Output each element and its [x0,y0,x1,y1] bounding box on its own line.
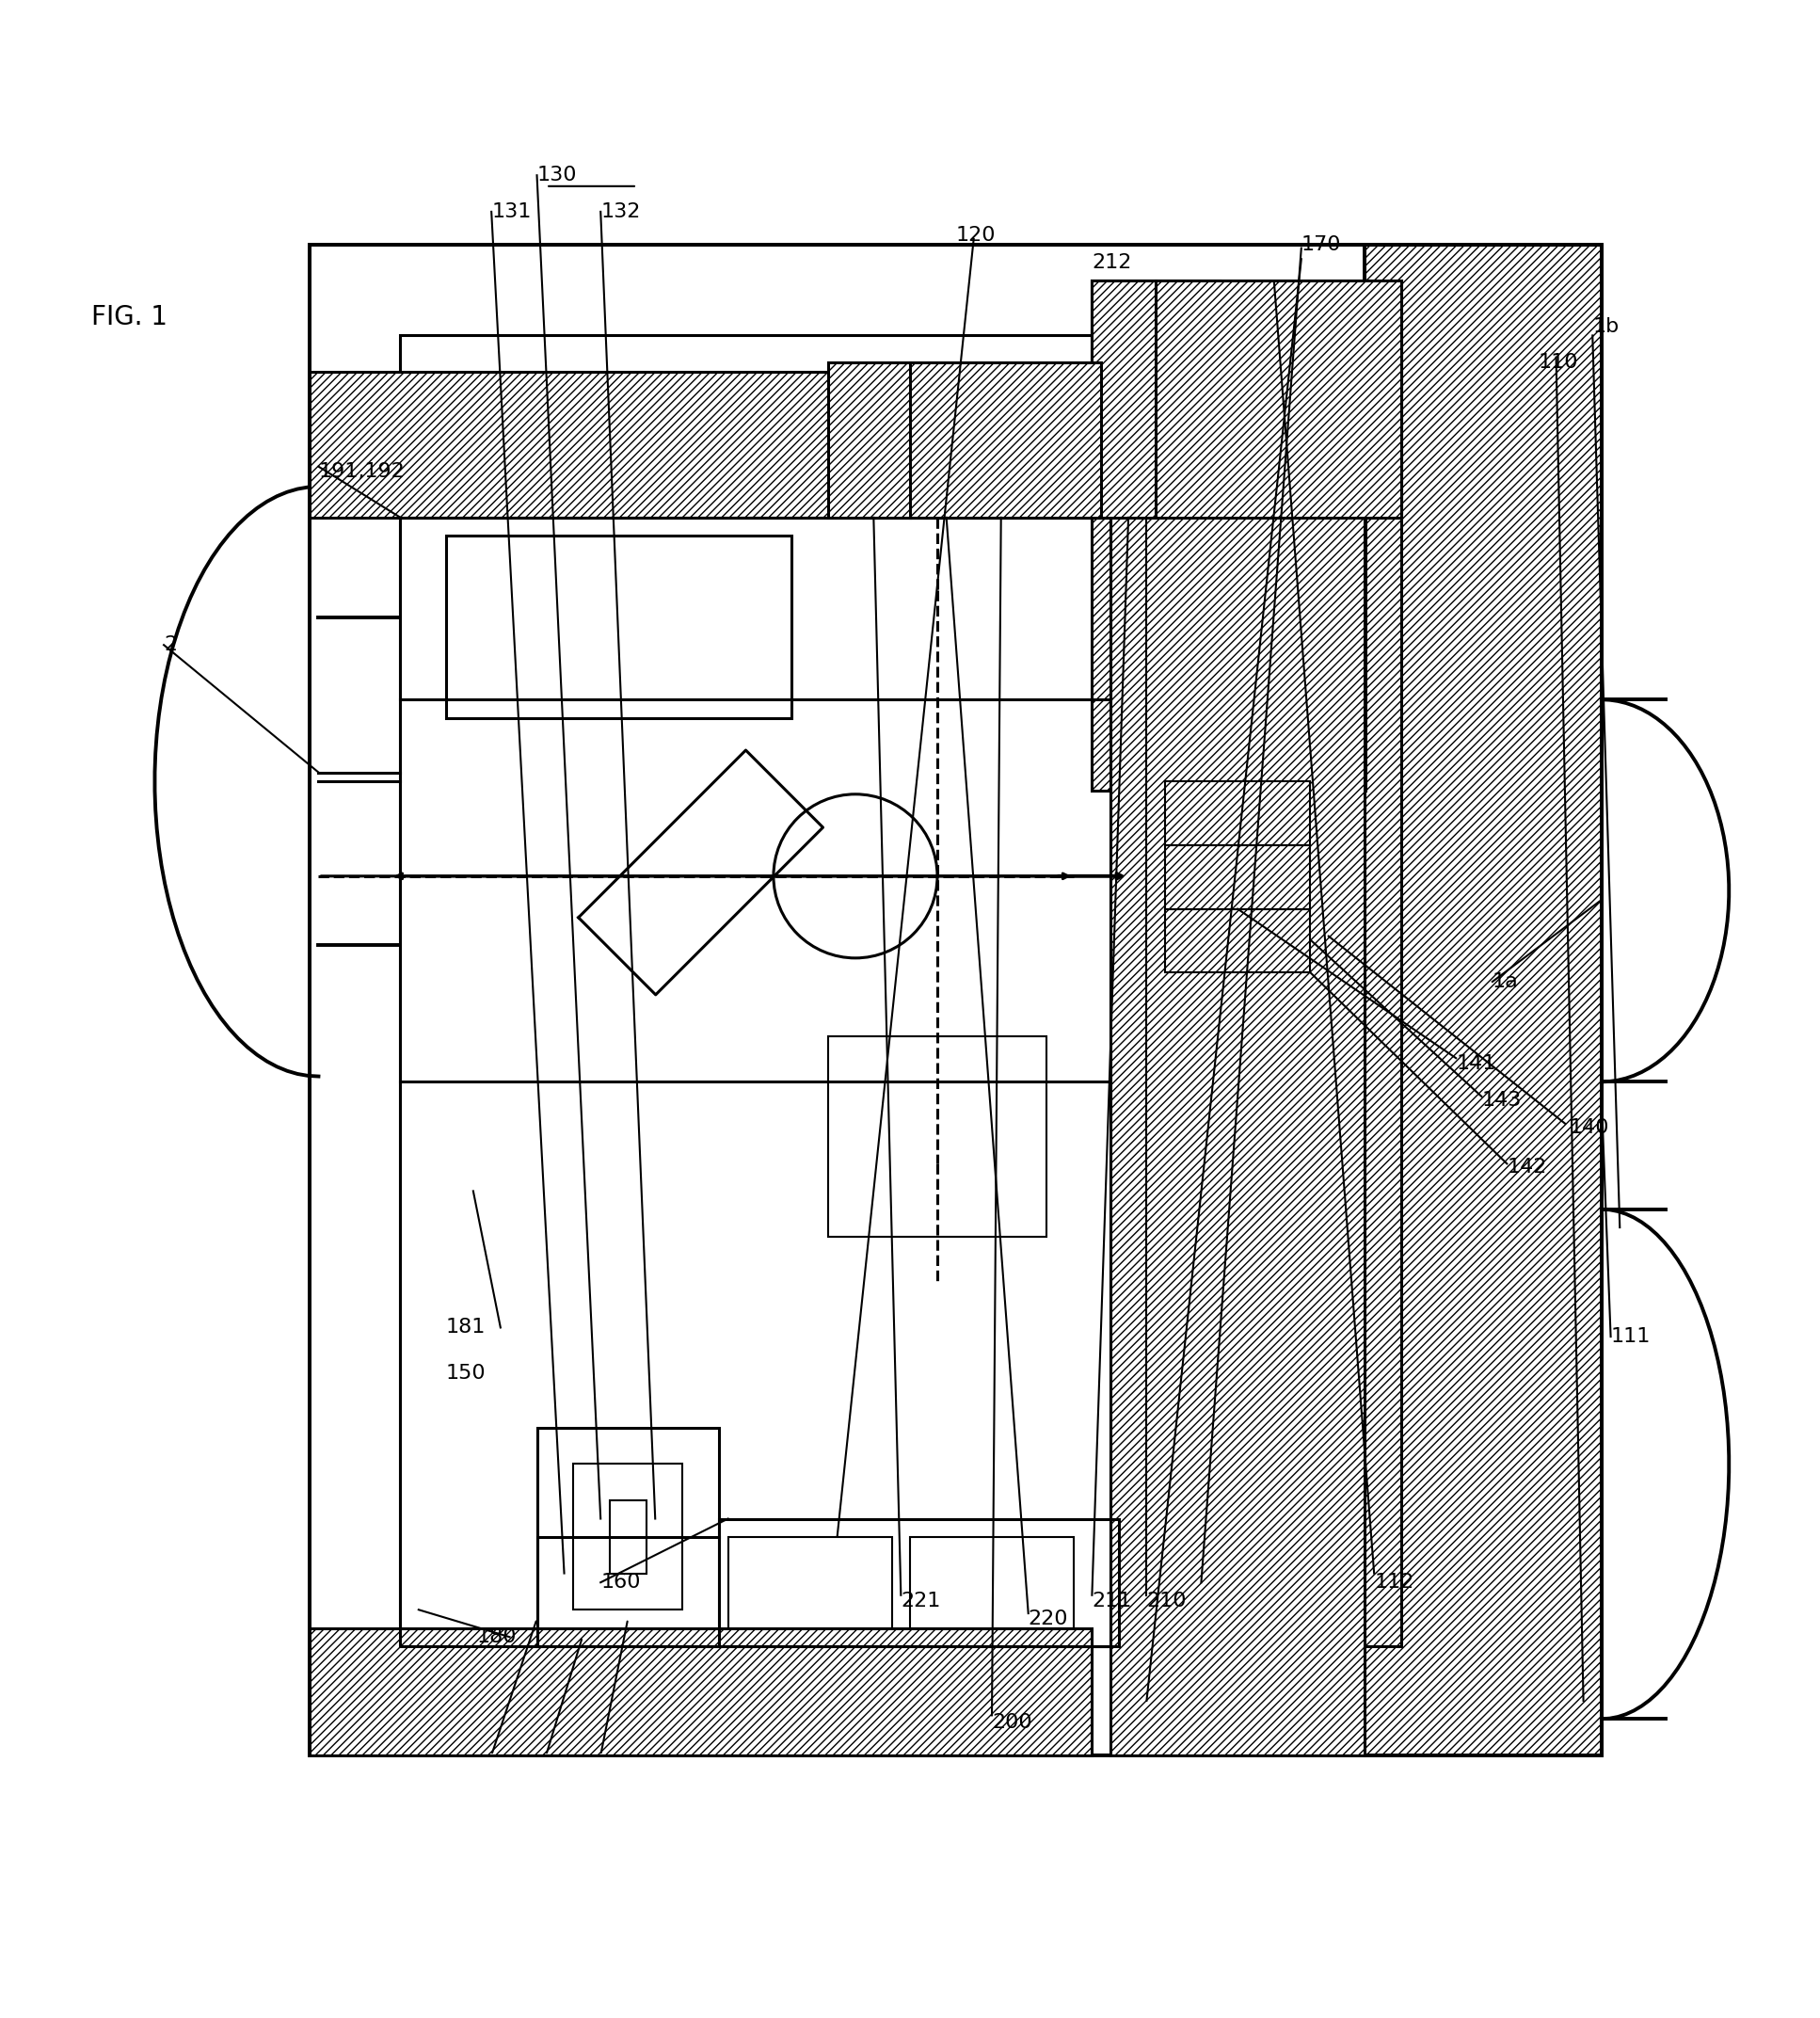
Text: 180: 180 [477,1629,517,1647]
Text: 112: 112 [1374,1572,1414,1592]
Text: 142: 142 [1507,1158,1547,1176]
Bar [1092,389,1219,517]
Bar [1165,781,1310,846]
Bar [1365,244,1602,1756]
Text: 221: 221 [901,1592,941,1610]
Bar [1165,908,1310,973]
Bar [309,371,1092,517]
Text: 181: 181 [446,1318,486,1338]
Bar [910,1538,1074,1629]
Bar [400,335,1401,1647]
Text: 130: 130 [537,165,577,186]
Text: 212: 212 [1092,252,1132,272]
Bar [446,535,792,718]
Text: 150: 150 [446,1364,486,1382]
Text: 131: 131 [491,202,531,222]
Text: 210: 210 [1147,1592,1187,1610]
Bar [309,1629,1092,1756]
Text: 200: 200 [992,1713,1032,1731]
Text: 143: 143 [1481,1090,1522,1110]
Text: 191,192: 191,192 [318,462,404,482]
Bar [400,517,1110,1647]
Text: 132: 132 [601,202,641,222]
Bar [309,244,1602,1756]
Text: 160: 160 [601,1572,641,1592]
Polygon shape [1092,281,1219,517]
Bar [1092,281,1401,517]
Text: 120: 120 [956,226,996,244]
Text: 110: 110 [1538,353,1578,371]
Bar [309,244,1602,1756]
Text: 220: 220 [1028,1610,1068,1629]
Text: 211: 211 [1092,1592,1132,1610]
Text: 1a: 1a [1492,973,1518,991]
Bar [537,1427,719,1647]
Bar [1092,281,1401,517]
Text: 140: 140 [1569,1118,1609,1136]
Bar [573,1465,682,1610]
Bar [610,1501,646,1574]
Text: 170: 170 [1301,234,1341,254]
Bar [1092,517,1365,791]
Bar [828,363,1101,517]
Text: FIG. 1: FIG. 1 [91,305,167,331]
Bar [828,1037,1046,1237]
Bar [1110,444,1365,1756]
Bar [728,1538,892,1629]
Bar [719,1520,1119,1647]
Text: 141: 141 [1456,1053,1496,1074]
Text: 111: 111 [1611,1328,1651,1346]
Bar [1165,846,1310,908]
Text: 1b: 1b [1592,317,1620,335]
Text: 2: 2 [164,636,177,654]
